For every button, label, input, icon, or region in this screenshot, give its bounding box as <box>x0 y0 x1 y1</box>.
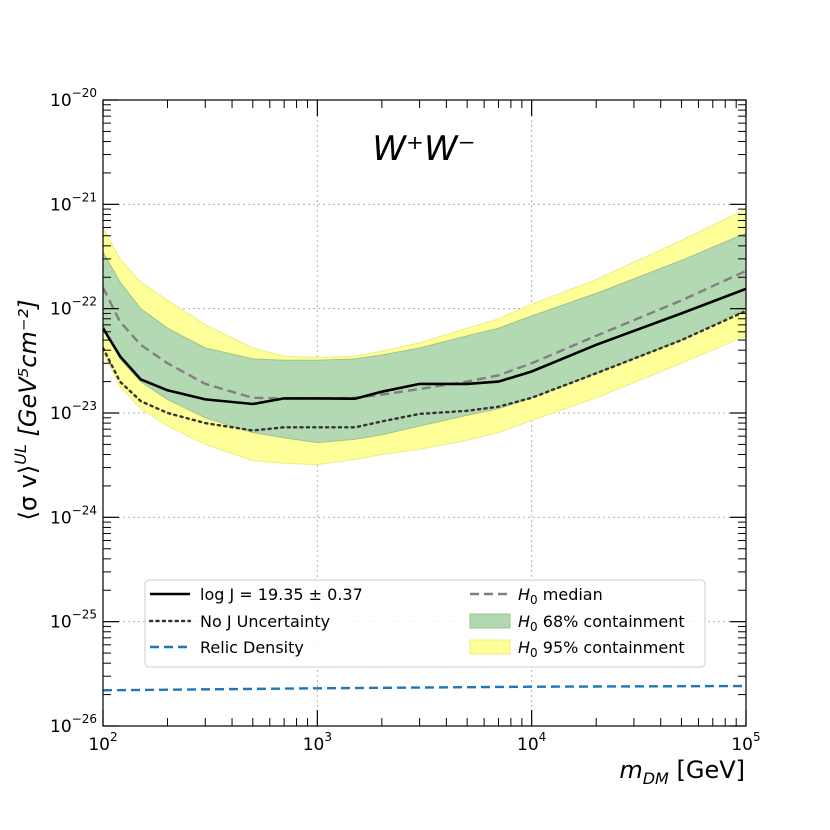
legend-box <box>144 579 706 668</box>
legend-swatch <box>469 613 511 629</box>
x-axis-label: mDM [GeV] <box>619 756 745 788</box>
y-tick-label: 10−25 <box>50 608 97 633</box>
y-tick-label: 10−24 <box>50 503 97 528</box>
legend-label: No J Uncertainty <box>200 612 330 631</box>
x-tick-label: 102 <box>88 730 117 755</box>
plot-frame <box>102 99 747 727</box>
series-line <box>103 309 746 432</box>
legend-swatch <box>469 639 511 655</box>
y-tick-label: 10−20 <box>50 86 97 111</box>
y-axis-label: ⟨σ v⟩UL [GeV⁵cm⁻²] <box>11 299 42 520</box>
legend-label: H0 median <box>518 585 603 607</box>
series-line <box>103 684 746 692</box>
legend: log J = 19.35 ± 0.37 No J Uncertainty Reli… <box>144 579 706 668</box>
chart-title: W⁺W⁻ <box>372 129 475 169</box>
legend-label: Relic Density <box>200 638 304 657</box>
y-tick-label: 10−23 <box>50 399 97 424</box>
series-lines <box>103 269 746 692</box>
legend-label: H0 68% containment <box>518 612 685 634</box>
x-tick-label: 105 <box>731 730 760 755</box>
axis-ticks: 102 103 104 105 10−26 10−25 10−24 10−23 10−22 10−… <box>50 86 761 755</box>
legend-label: log J = 19.35 ± 0.37 <box>200 585 363 604</box>
legend-label: H0 95% containment <box>518 638 685 660</box>
series-line <box>103 287 746 406</box>
y-tick-label: 10−26 <box>50 712 97 737</box>
y-tick-label: 10−21 <box>50 190 97 215</box>
y-tick-label: 10−22 <box>50 295 97 320</box>
x-tick-label: 103 <box>303 730 332 755</box>
x-tick-label: 104 <box>517 730 546 755</box>
